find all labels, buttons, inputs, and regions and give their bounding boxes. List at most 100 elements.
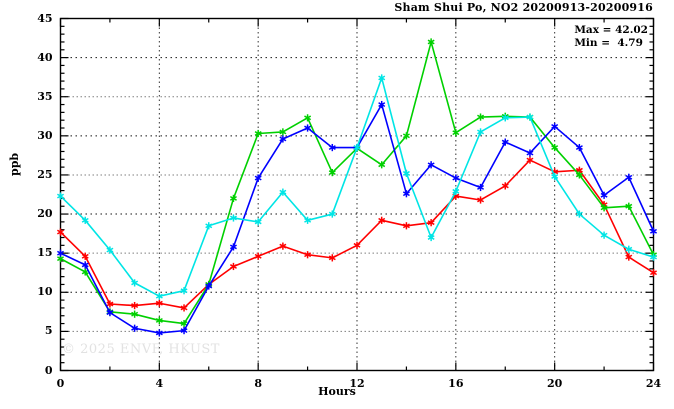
data-point	[205, 282, 213, 290]
y-tick-label: 0	[44, 363, 53, 377]
x-tick-label: 0	[56, 376, 65, 390]
data-point	[106, 300, 114, 308]
data-point	[551, 122, 559, 131]
x-tick-label: 12	[349, 376, 365, 390]
series-3	[57, 100, 657, 337]
y-tick-label: 40	[37, 50, 53, 64]
data-point	[229, 262, 237, 271]
x-axis-label: Hours	[318, 385, 356, 398]
data-point	[378, 216, 386, 224]
data-point	[229, 214, 237, 222]
data-point	[106, 309, 114, 317]
data-point	[304, 114, 312, 122]
data-point	[650, 227, 657, 235]
data-point	[477, 183, 485, 192]
data-point	[650, 253, 657, 261]
data-point	[650, 269, 657, 277]
data-point	[205, 222, 213, 230]
data-point	[131, 279, 139, 287]
data-point	[402, 169, 410, 177]
data-point	[254, 129, 262, 138]
data-point	[402, 222, 410, 230]
y-tick-label: 25	[37, 167, 53, 181]
data-point	[155, 329, 163, 337]
data-point	[81, 261, 89, 269]
series-1	[57, 156, 657, 312]
data-point	[477, 196, 485, 204]
data-point	[477, 128, 485, 136]
data-point	[81, 216, 89, 224]
stats-annotation: Max = 42.02 Min = 4.79	[574, 24, 648, 49]
data-point	[625, 173, 633, 181]
data-point	[328, 168, 336, 177]
data-point	[353, 241, 361, 249]
data-point	[551, 143, 559, 152]
data-point	[254, 252, 262, 260]
data-point	[600, 231, 608, 239]
chart-title: Sham Shui Po, NO2 20200913-20200916	[394, 1, 653, 14]
data-point	[131, 310, 139, 318]
data-point	[57, 228, 64, 236]
data-point	[353, 143, 361, 152]
data-point	[180, 319, 188, 328]
data-point	[452, 174, 460, 182]
data-point	[229, 194, 237, 203]
data-point	[180, 287, 188, 295]
data-point	[378, 74, 386, 82]
x-tick-label: 16	[448, 376, 464, 390]
data-point	[625, 253, 633, 261]
data-point	[378, 100, 386, 109]
y-tick-label: 15	[37, 246, 53, 260]
y-tick-label: 10	[37, 285, 53, 299]
data-point	[402, 190, 410, 198]
data-point	[427, 219, 435, 227]
data-point	[378, 161, 386, 169]
data-point	[304, 251, 312, 259]
data-point	[81, 252, 89, 260]
x-tick-label: 8	[254, 376, 262, 390]
gridlines	[60, 18, 654, 371]
data-point	[501, 138, 509, 146]
data-point	[427, 38, 435, 46]
data-point	[501, 182, 509, 190]
data-point	[328, 143, 336, 152]
y-tick-label: 20	[37, 207, 53, 221]
data-point	[57, 249, 64, 257]
data-point	[452, 129, 460, 137]
data-point	[279, 242, 287, 250]
data-point	[254, 174, 262, 182]
data-point	[551, 172, 559, 181]
y-tick-label: 30	[37, 128, 53, 142]
data-point	[180, 304, 188, 312]
y-tick-label: 5	[44, 324, 53, 338]
series-4	[57, 74, 657, 300]
data-point	[106, 246, 114, 254]
data-point	[427, 233, 435, 242]
data-point	[279, 188, 287, 196]
data-point	[501, 114, 509, 122]
data-point	[229, 243, 237, 251]
x-tick-label: 20	[547, 376, 563, 390]
data-point	[304, 124, 312, 132]
data-point	[279, 135, 287, 143]
y-tick-label: 35	[37, 89, 53, 103]
data-point	[155, 292, 163, 300]
watermark-text: © 2025 ENVF, HKUST	[62, 342, 220, 357]
data-point	[131, 301, 139, 310]
data-point	[304, 216, 312, 224]
x-tick-label: 4	[155, 376, 164, 390]
y-tick-label: 45	[37, 11, 53, 25]
data-point	[452, 187, 460, 195]
data-point	[575, 171, 583, 179]
data-point	[575, 143, 583, 152]
data-point	[625, 245, 633, 253]
x-tick-label: 24	[645, 376, 662, 390]
data-point	[254, 218, 262, 226]
data-point	[526, 156, 534, 164]
data-point	[57, 192, 64, 200]
data-point	[328, 210, 336, 218]
data-point	[526, 149, 534, 157]
data-point	[427, 161, 435, 169]
